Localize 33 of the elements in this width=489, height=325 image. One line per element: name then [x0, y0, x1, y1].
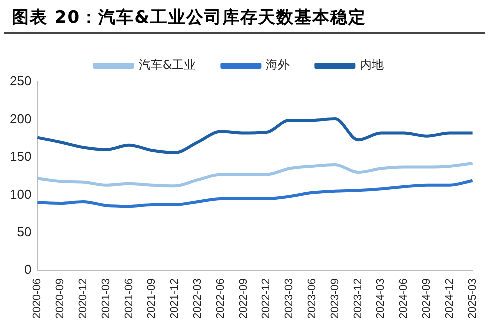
x-tick-label: 2025-03	[466, 278, 479, 320]
x-tick-label: 2024-09	[421, 278, 434, 320]
y-tick-label: 50	[17, 224, 32, 240]
legend-label: 海外	[266, 58, 290, 72]
x-tick-label: 2024-12	[444, 278, 456, 320]
y-tick-label: 250	[10, 74, 32, 89]
x-tick-label: 2023-09	[329, 278, 342, 320]
x-tick-label: 2020-06	[32, 278, 44, 320]
line-series	[36, 179, 474, 208]
y-tick-label: 0	[24, 262, 32, 278]
line-series	[36, 117, 474, 154]
x-tick-label: 2023-12	[352, 278, 364, 320]
x-tick-label: 2023-03	[284, 278, 296, 320]
x-tick-label: 2022-03	[192, 278, 204, 320]
x-tick-label: 2020-09	[54, 278, 67, 320]
x-tick-label: 2023-06	[306, 278, 319, 320]
x-tick-label: 2022-06	[214, 278, 227, 320]
x-tick-label: 2021-03	[100, 278, 112, 320]
chart-title: 图表 20：汽车&工业公司库存天数基本稳定	[4, 0, 485, 34]
x-tick-label: 2021-06	[123, 278, 136, 320]
x-tick-label: 2022-09	[238, 278, 250, 320]
x-tick-label: 2024-03	[375, 278, 388, 320]
y-tick-label: 200	[10, 111, 32, 126]
x-tick-label: 2021-12	[169, 278, 182, 320]
line-series	[36, 162, 474, 188]
x-tick-label: 2020-12	[78, 278, 90, 320]
x-tick-label: 2024-06	[398, 278, 410, 320]
y-tick-label: 150	[10, 149, 32, 164]
legend-label: 内地	[360, 58, 384, 72]
x-tick-label: 2022-12	[260, 278, 273, 320]
y-tick-label: 100	[10, 186, 32, 202]
x-tick-label: 2021-09	[146, 278, 158, 320]
legend-label: 汽车&工业	[138, 58, 196, 72]
